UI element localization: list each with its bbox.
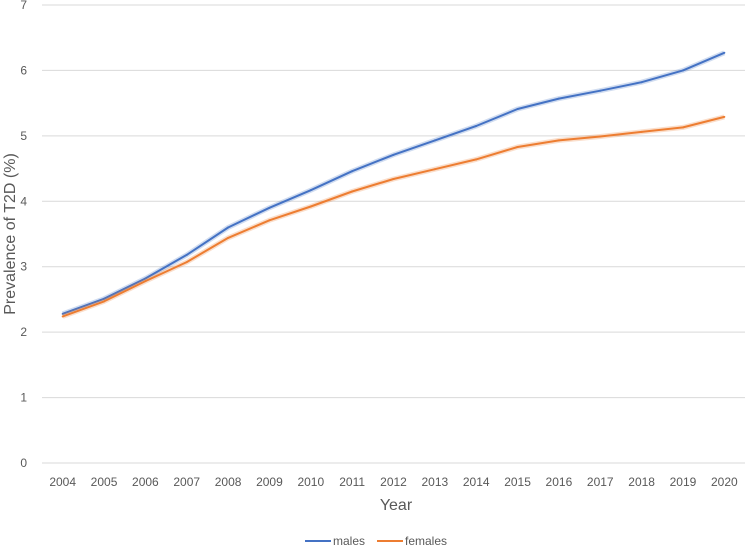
data-point-males [103,297,106,300]
data-point-males [557,97,560,100]
y-tick-label: 3 [20,260,27,274]
x-axis-title: Year [380,497,413,514]
data-point-males [433,139,436,142]
legend: males females [305,534,447,546]
x-tick-label: 2015 [504,475,531,489]
data-point-males [475,125,478,128]
data-point-females [516,145,519,148]
data-point-males [144,277,147,280]
data-point-males [516,108,519,111]
x-tick-label: 2020 [711,475,738,489]
data-point-males [392,153,395,156]
data-point-females [599,135,602,138]
x-tick-label: 2014 [463,475,490,489]
series-line-females [62,115,725,318]
data-point-males [351,170,354,173]
legend-label-females: females [405,534,447,546]
data-point-females [227,236,230,239]
data-point-females [309,205,312,208]
data-point-males [599,89,602,92]
data-point-males [185,253,188,256]
x-tick-label: 2012 [380,475,407,489]
series-lines [61,50,726,319]
y-axis-ticks: 0 1 2 3 4 5 6 7 [20,0,27,470]
data-point-females [681,126,684,129]
data-point-females [351,190,354,193]
y-tick-label: 2 [20,325,27,339]
x-tick-label: 2007 [173,475,200,489]
x-tick-label: 2018 [628,475,655,489]
data-point-males [309,189,312,192]
data-point-females [557,139,560,142]
y-tick-label: 5 [20,129,27,143]
x-tick-label: 2013 [422,475,449,489]
data-point-females [392,178,395,181]
x-axis-ticks: 2004 2005 2006 2007 2008 2009 2010 2011 2012 2013… [49,475,738,489]
x-tick-label: 2016 [546,475,573,489]
y-tick-label: 6 [20,63,27,77]
data-point-males [268,206,271,209]
y-axis-title: Prevalence of T2D (%) [2,153,19,315]
data-point-females [103,300,106,303]
y-tick-label: 1 [20,391,27,405]
x-tick-label: 2005 [91,475,118,489]
series-halo-females [61,114,725,319]
data-point-males [681,69,684,72]
y-tick-label: 0 [20,456,27,470]
data-point-males [723,51,726,54]
data-point-males [640,81,643,84]
data-point-males [61,312,64,315]
data-point-females [268,219,271,222]
data-point-males [227,226,230,229]
data-point-females [433,168,436,171]
x-tick-label: 2004 [49,475,76,489]
data-point-females [61,315,64,318]
data-point-females [185,261,188,264]
x-tick-label: 2008 [215,475,242,489]
data-point-females [475,158,478,161]
y-tick-label: 4 [20,194,27,208]
x-tick-label: 2006 [132,475,159,489]
gridlines [42,4,745,464]
y-tick-label: 7 [20,0,27,12]
x-tick-label: 2009 [256,475,283,489]
x-tick-label: 2010 [297,475,324,489]
data-point-females [640,130,643,133]
x-tick-label: 2011 [339,475,365,489]
legend-label-males: males [333,534,365,546]
data-point-females [723,115,726,118]
x-tick-label: 2019 [670,475,697,489]
x-tick-label: 2017 [587,475,614,489]
data-point-females [144,280,147,283]
